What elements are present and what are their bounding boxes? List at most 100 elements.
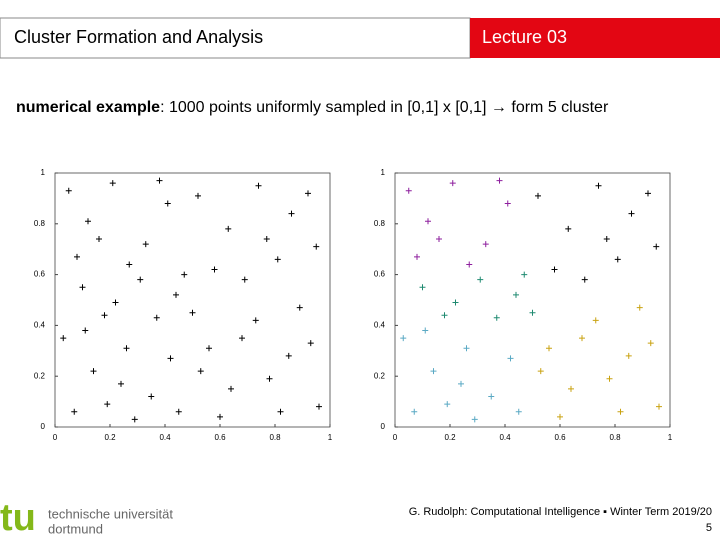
point: [425, 218, 431, 225]
point: [546, 345, 552, 352]
point: [419, 284, 426, 291]
point: [568, 385, 574, 392]
point: [228, 385, 234, 392]
point: [477, 276, 484, 283]
point: [400, 335, 407, 342]
point: [82, 327, 89, 334]
logo-mark: tu: [0, 497, 36, 539]
point: [126, 261, 133, 268]
subtitle: numerical example: 1000 points uniformly…: [16, 99, 609, 116]
point: [65, 187, 72, 194]
point: [255, 182, 262, 189]
point: [288, 210, 295, 217]
point: [656, 403, 662, 410]
point: [164, 200, 171, 207]
point: [153, 314, 160, 321]
point: [252, 317, 259, 324]
y-tick-label: 0.2: [34, 371, 46, 380]
point: [411, 408, 418, 415]
point: [463, 345, 470, 352]
point: [496, 177, 503, 184]
point: [625, 352, 632, 359]
point: [137, 276, 144, 283]
point: [449, 180, 456, 187]
point: [217, 413, 223, 420]
point: [104, 401, 111, 408]
lecture-box: [470, 18, 720, 58]
lecture-label: Lecture 03: [482, 27, 567, 47]
point: [225, 225, 232, 232]
x-tick-label: 0: [53, 433, 58, 442]
y-tick-label: 1: [381, 168, 386, 177]
point: [565, 225, 572, 232]
point: [79, 284, 86, 291]
point: [189, 309, 196, 316]
point: [414, 253, 420, 260]
x-tick-label: 0: [393, 433, 398, 442]
point: [579, 335, 585, 342]
y-tick-label: 0.8: [374, 219, 386, 228]
x-tick-label: 0.2: [104, 433, 116, 442]
point: [647, 340, 654, 347]
point: [74, 253, 80, 260]
point: [628, 210, 635, 217]
y-tick-label: 0.4: [374, 321, 386, 330]
point: [617, 408, 624, 415]
point: [131, 416, 138, 423]
point: [405, 187, 412, 194]
point: [488, 393, 495, 400]
x-tick-label: 0.6: [214, 433, 226, 442]
point: [557, 413, 563, 420]
x-tick-label: 0.8: [609, 433, 621, 442]
point: [482, 241, 489, 248]
point: [513, 291, 519, 298]
point: [529, 309, 536, 316]
y-tick-label: 1: [41, 168, 46, 177]
point: [551, 266, 558, 273]
point: [175, 408, 182, 415]
x-tick-label: 0.4: [159, 433, 171, 442]
point: [241, 276, 248, 283]
subtitle-bold: numerical example: [16, 99, 160, 116]
point: [90, 368, 97, 375]
point: [85, 218, 91, 225]
point: [112, 299, 119, 306]
point: [595, 182, 602, 189]
logo-line-1: technische universität: [48, 506, 173, 521]
point: [277, 408, 284, 415]
subtitle-text: : 1000 points uniformly sampled in [0,1]…: [160, 99, 609, 116]
point: [471, 416, 478, 423]
point: [148, 393, 155, 400]
point: [507, 355, 514, 362]
point: [60, 335, 67, 342]
y-tick-label: 0: [381, 422, 386, 431]
point: [535, 192, 541, 199]
point: [645, 190, 651, 197]
point: [441, 312, 448, 319]
point: [581, 276, 588, 283]
point: [436, 236, 442, 243]
point: [444, 401, 451, 408]
point: [96, 236, 102, 243]
point: [195, 192, 201, 199]
x-tick-label: 1: [668, 433, 673, 442]
point: [274, 256, 281, 263]
point: [458, 380, 464, 387]
y-tick-label: 0.6: [34, 270, 46, 279]
page-number: 5: [706, 522, 712, 534]
point: [211, 266, 218, 273]
point: [422, 327, 429, 334]
y-tick-label: 0.6: [374, 270, 386, 279]
point: [653, 243, 660, 250]
y-tick-label: 0.2: [374, 371, 386, 380]
point: [521, 271, 528, 278]
point: [167, 355, 174, 362]
x-tick-label: 1: [328, 433, 333, 442]
point: [504, 200, 511, 207]
plot-frame: [54, 172, 331, 428]
point: [181, 271, 188, 278]
point: [296, 304, 303, 311]
point: [636, 304, 643, 311]
plot-frame: [394, 172, 671, 428]
point: [109, 180, 116, 187]
